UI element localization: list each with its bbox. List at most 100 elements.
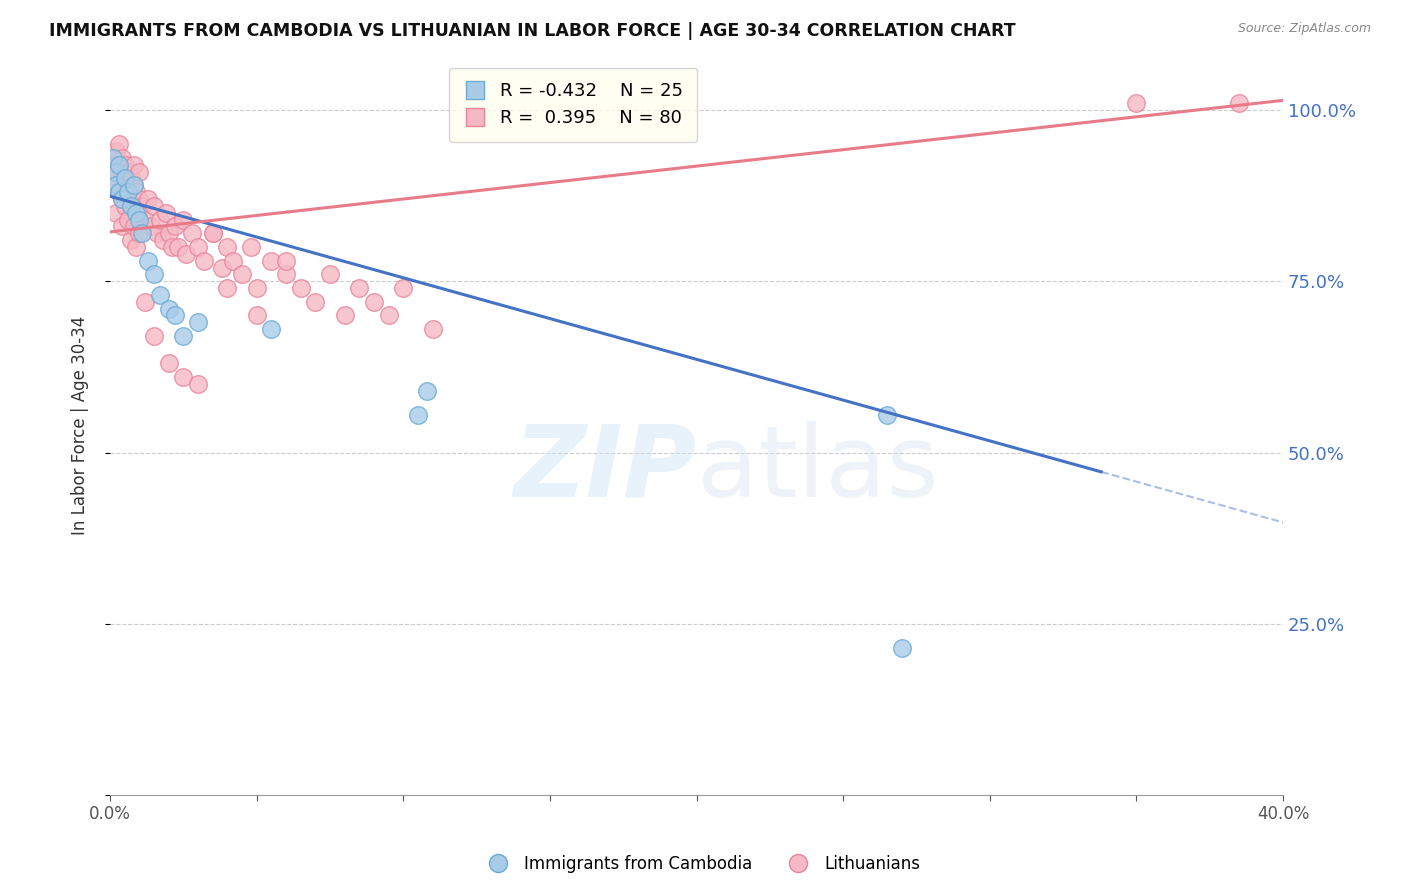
Point (114, 158, 136, 172)
Point (392, 281, 415, 295)
Text: Source: ZipAtlas.com: Source: ZipAtlas.com (1237, 22, 1371, 36)
Point (416, 384, 439, 398)
Point (406, 408, 429, 422)
Point (114, 199, 136, 213)
Point (128, 227, 150, 241)
Point (117, 212, 139, 227)
Point (111, 192, 134, 206)
Point (1227, 96, 1250, 111)
Point (187, 376, 209, 391)
Point (117, 185, 139, 199)
Y-axis label: In Labor Force | Age 30-34: In Labor Force | Age 30-34 (72, 316, 89, 534)
Point (143, 329, 166, 343)
Point (131, 199, 153, 213)
Point (187, 315, 209, 329)
Point (114, 171, 136, 186)
Point (125, 185, 148, 199)
Point (201, 227, 224, 241)
Point (377, 309, 399, 323)
Point (143, 199, 166, 213)
Point (349, 281, 371, 295)
Point (128, 212, 150, 227)
Legend: R = -0.432    N = 25, R =  0.395    N = 80: R = -0.432 N = 25, R = 0.395 N = 80 (450, 68, 697, 142)
Point (246, 281, 269, 295)
Point (101, 151, 124, 165)
Point (160, 240, 183, 254)
Point (155, 205, 177, 219)
Point (136, 192, 159, 206)
Legend: Immigrants from Cambodia, Lithuanians: Immigrants from Cambodia, Lithuanians (479, 848, 927, 880)
Point (131, 227, 153, 241)
Point (136, 253, 159, 268)
Point (166, 240, 188, 254)
Point (117, 185, 139, 199)
Point (157, 301, 180, 316)
Point (125, 205, 148, 219)
Point (172, 329, 194, 343)
Point (319, 268, 342, 282)
Point (239, 240, 262, 254)
Point (231, 268, 253, 282)
Text: IMMIGRANTS FROM CAMBODIA VS LITHUANIAN IN LABOR FORCE | AGE 30-34 CORRELATION CH: IMMIGRANTS FROM CAMBODIA VS LITHUANIAN I… (49, 22, 1015, 40)
Point (187, 240, 209, 254)
Point (149, 288, 172, 302)
Point (120, 233, 142, 247)
Point (157, 227, 180, 241)
Point (163, 309, 186, 323)
Point (890, 640, 912, 655)
Point (163, 219, 186, 234)
Point (108, 158, 131, 172)
Point (304, 294, 326, 309)
Point (120, 212, 142, 227)
Point (104, 144, 127, 158)
Point (201, 227, 224, 241)
Point (134, 212, 156, 227)
Point (143, 268, 166, 282)
Point (333, 309, 356, 323)
Point (125, 240, 148, 254)
Point (122, 178, 145, 193)
Point (181, 227, 204, 241)
Point (139, 219, 162, 234)
Point (146, 227, 169, 241)
Point (128, 164, 150, 178)
Point (114, 178, 136, 193)
Point (274, 268, 297, 282)
Point (176, 247, 198, 261)
Point (246, 309, 269, 323)
Point (290, 281, 312, 295)
Point (120, 171, 142, 186)
Point (149, 212, 172, 227)
Point (363, 294, 385, 309)
Point (152, 233, 174, 247)
Point (120, 192, 142, 206)
Point (1125, 96, 1147, 111)
Point (172, 370, 194, 384)
Point (108, 185, 131, 199)
Point (120, 199, 142, 213)
Point (104, 164, 127, 178)
Point (134, 294, 156, 309)
Point (128, 192, 150, 206)
Point (217, 240, 239, 254)
Point (122, 219, 145, 234)
Point (111, 151, 134, 165)
Point (104, 178, 127, 193)
Point (422, 322, 444, 336)
Point (217, 281, 239, 295)
Point (193, 253, 215, 268)
Point (114, 199, 136, 213)
Point (111, 219, 134, 234)
Point (274, 253, 297, 268)
Point (101, 178, 124, 193)
Point (122, 158, 145, 172)
Point (222, 253, 245, 268)
Point (111, 192, 134, 206)
Point (111, 171, 134, 186)
Point (104, 205, 127, 219)
Point (117, 164, 139, 178)
Point (101, 158, 124, 172)
Point (125, 205, 148, 219)
Text: atlas: atlas (696, 421, 938, 518)
Point (260, 322, 283, 336)
